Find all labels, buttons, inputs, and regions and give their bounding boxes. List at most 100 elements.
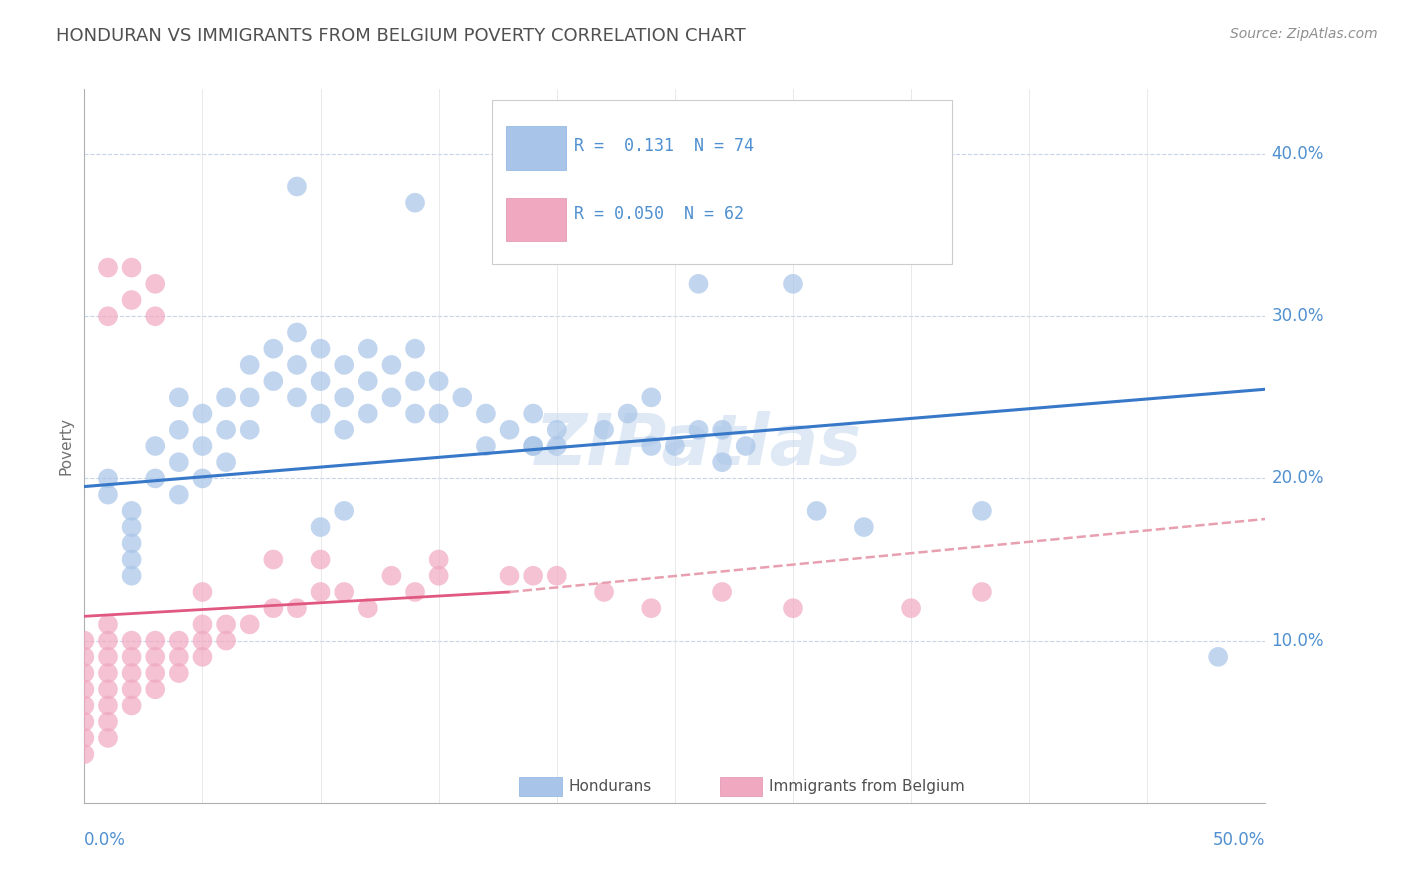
Point (664, 439, 686, 453)
Text: 20.0%: 20.0% (1271, 469, 1324, 487)
Point (640, 601, 662, 615)
Point (640, 390, 662, 404)
Point (593, 585, 616, 599)
Point (191, 471, 214, 485)
Point (616, 407, 638, 421)
Point (191, 439, 214, 453)
Point (97, 666, 120, 681)
Point (143, 310, 166, 324)
Point (121, 520, 143, 534)
Text: 10.0%: 10.0% (1271, 632, 1324, 649)
Point (239, 423, 262, 437)
Point (143, 666, 166, 681)
Point (333, 358, 356, 372)
Point (73, 682, 96, 697)
Point (285, 326, 308, 340)
Point (215, 633, 238, 648)
Point (121, 552, 143, 566)
Text: R =  0.131  N = 74: R = 0.131 N = 74 (575, 137, 755, 155)
Text: ZIPatlas: ZIPatlas (534, 411, 862, 481)
Point (262, 342, 284, 356)
Point (475, 407, 498, 421)
Point (309, 342, 332, 356)
Point (285, 390, 308, 404)
Point (806, 504, 828, 518)
Point (121, 666, 143, 681)
Point (143, 471, 166, 485)
Point (97, 617, 120, 632)
Point (191, 585, 214, 599)
Text: HONDURAN VS IMMIGRANTS FROM BELGIUM POVERTY CORRELATION CHART: HONDURAN VS IMMIGRANTS FROM BELGIUM POVE… (56, 27, 747, 45)
Point (97, 471, 120, 485)
Point (121, 260, 143, 275)
Point (782, 601, 804, 615)
FancyBboxPatch shape (519, 777, 561, 796)
Point (97, 649, 120, 664)
Point (522, 439, 544, 453)
Point (239, 358, 262, 372)
Point (546, 568, 568, 582)
Point (309, 552, 332, 566)
Point (191, 649, 214, 664)
Point (97, 488, 120, 502)
Point (215, 455, 238, 469)
Point (711, 423, 734, 437)
Point (121, 293, 143, 307)
Point (285, 179, 308, 194)
Point (191, 407, 214, 421)
Point (239, 617, 262, 632)
Point (167, 633, 190, 648)
Point (167, 455, 190, 469)
Point (239, 390, 262, 404)
Point (97, 310, 120, 324)
Point (215, 423, 238, 437)
Point (475, 439, 498, 453)
Point (143, 439, 166, 453)
Point (498, 568, 520, 582)
Point (357, 342, 380, 356)
Point (546, 423, 568, 437)
Point (121, 698, 143, 713)
Point (215, 617, 238, 632)
Point (333, 585, 356, 599)
Point (357, 407, 380, 421)
Point (309, 520, 332, 534)
Point (900, 601, 922, 615)
Point (427, 407, 450, 421)
Point (73, 731, 96, 745)
Point (143, 682, 166, 697)
Point (73, 666, 96, 681)
Point (970, 504, 993, 518)
Point (121, 504, 143, 518)
Point (357, 601, 380, 615)
Point (522, 439, 544, 453)
Text: Hondurans: Hondurans (568, 779, 652, 794)
Point (215, 390, 238, 404)
Point (262, 601, 284, 615)
Point (262, 374, 284, 388)
Point (167, 390, 190, 404)
Point (309, 374, 332, 388)
Text: 40.0%: 40.0% (1271, 145, 1323, 163)
Point (97, 714, 120, 729)
Point (121, 536, 143, 550)
Point (734, 439, 756, 453)
Point (143, 277, 166, 291)
Y-axis label: Poverty: Poverty (58, 417, 73, 475)
Point (167, 423, 190, 437)
Point (73, 714, 96, 729)
Point (640, 439, 662, 453)
Point (970, 585, 993, 599)
Point (404, 342, 426, 356)
Point (97, 682, 120, 697)
Point (380, 390, 402, 404)
Point (97, 633, 120, 648)
Point (451, 390, 474, 404)
Point (97, 260, 120, 275)
Point (711, 455, 734, 469)
FancyBboxPatch shape (492, 100, 952, 264)
Text: Source: ZipAtlas.com: Source: ZipAtlas.com (1230, 27, 1378, 41)
Point (711, 585, 734, 599)
FancyBboxPatch shape (506, 198, 567, 241)
Point (333, 390, 356, 404)
